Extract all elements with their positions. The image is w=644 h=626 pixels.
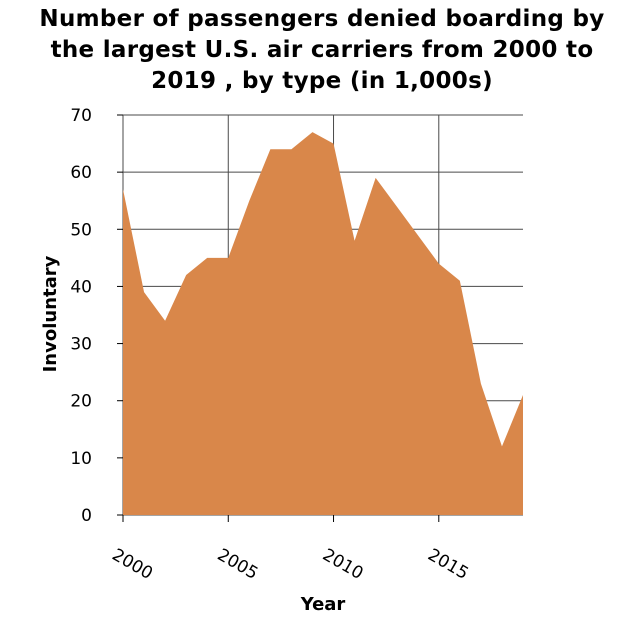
x-tick-label: 2010	[319, 545, 366, 584]
y-tick-label: 40	[70, 277, 92, 297]
chart-title: Number of passengers denied boarding by …	[0, 4, 644, 97]
y-axis-title: Involuntary	[40, 255, 61, 372]
y-tick-label: 50	[70, 220, 92, 240]
x-axis-title: Year	[300, 594, 346, 615]
x-tick-label: 2015	[424, 545, 471, 584]
y-tick-label: 30	[70, 335, 92, 355]
chart-title-line-2: the largest U.S. air carriers from 2000 …	[50, 37, 594, 63]
y-tick-label: 20	[70, 392, 92, 412]
x-tick-label: 2005	[214, 545, 261, 584]
chart-title-line-1: Number of passengers denied boarding by	[39, 6, 605, 32]
data-area	[122, 132, 524, 515]
y-tick-label: 0	[81, 506, 92, 526]
y-tick-label: 70	[70, 106, 92, 126]
y-tick-label: 60	[70, 163, 92, 183]
y-tick-label: 10	[70, 449, 92, 469]
chart-title-line-3: 2019 , by type (in 1,000s)	[151, 68, 493, 94]
x-tick-label: 2000	[109, 545, 156, 584]
area-series-0	[123, 132, 523, 515]
